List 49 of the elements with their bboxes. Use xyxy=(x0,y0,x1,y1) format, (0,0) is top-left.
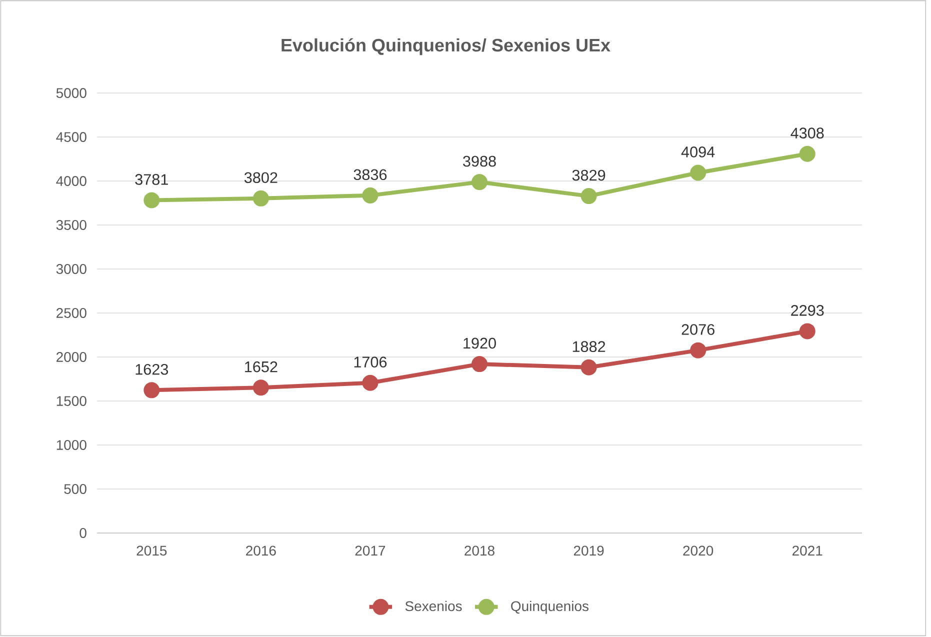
y-tick-label: 3500 xyxy=(56,220,86,230)
data-label: 1920 xyxy=(464,338,496,349)
y-tick-label: 2000 xyxy=(56,352,86,362)
data-label: 3836 xyxy=(354,169,387,180)
y-tick-label: 2500 xyxy=(56,308,86,318)
x-tick-label: 2016 xyxy=(246,546,276,556)
data-label: 1652 xyxy=(245,361,278,372)
point xyxy=(252,190,269,206)
point xyxy=(472,174,488,190)
x-tick-label: 2015 xyxy=(136,546,167,556)
data-label: 2293 xyxy=(791,304,824,316)
y-tick-label: 3000 xyxy=(56,264,86,274)
y-tick-label: 500 xyxy=(64,484,86,494)
data-label: 3988 xyxy=(463,156,496,167)
x-tick-label: 2020 xyxy=(683,546,714,556)
x-tick-label: 2021 xyxy=(792,546,822,556)
y-tick-label: 5000 xyxy=(56,88,86,98)
point xyxy=(690,342,706,358)
y-tick-label: 4500 xyxy=(56,132,86,142)
point xyxy=(144,192,160,208)
data-label: 3781 xyxy=(135,174,168,185)
data-label: 1623 xyxy=(136,364,168,375)
point xyxy=(690,164,706,181)
point xyxy=(799,323,816,340)
x-tick-label: 2019 xyxy=(574,546,604,556)
point xyxy=(144,382,160,398)
y-tick-label: 1000 xyxy=(56,440,86,450)
x-tick-label: 2017 xyxy=(355,546,386,556)
data-label: 3829 xyxy=(572,170,606,181)
data-label: 4094 xyxy=(681,146,715,158)
data-label: 3802 xyxy=(244,172,278,184)
point xyxy=(799,146,816,162)
y-tick-label: 4000 xyxy=(56,176,86,186)
y-tick-label: 0 xyxy=(80,528,86,538)
point xyxy=(580,188,597,204)
chart-title: Evolución Quinquenios/ Sexenios UEx xyxy=(282,38,610,56)
point xyxy=(580,359,597,376)
y-tick-label: 1500 xyxy=(56,396,86,406)
point xyxy=(252,380,269,396)
data-label: 2076 xyxy=(682,324,714,335)
point xyxy=(362,374,378,391)
point xyxy=(472,356,488,372)
legend-label: Sexenios xyxy=(405,600,462,612)
data-label: 1882 xyxy=(572,341,606,352)
data-label: 4308 xyxy=(790,128,824,139)
x-tick-label: 2018 xyxy=(464,546,494,556)
point xyxy=(362,187,378,204)
data-label: 1706 xyxy=(354,356,387,368)
legend-label: Quinquenios xyxy=(511,600,588,614)
